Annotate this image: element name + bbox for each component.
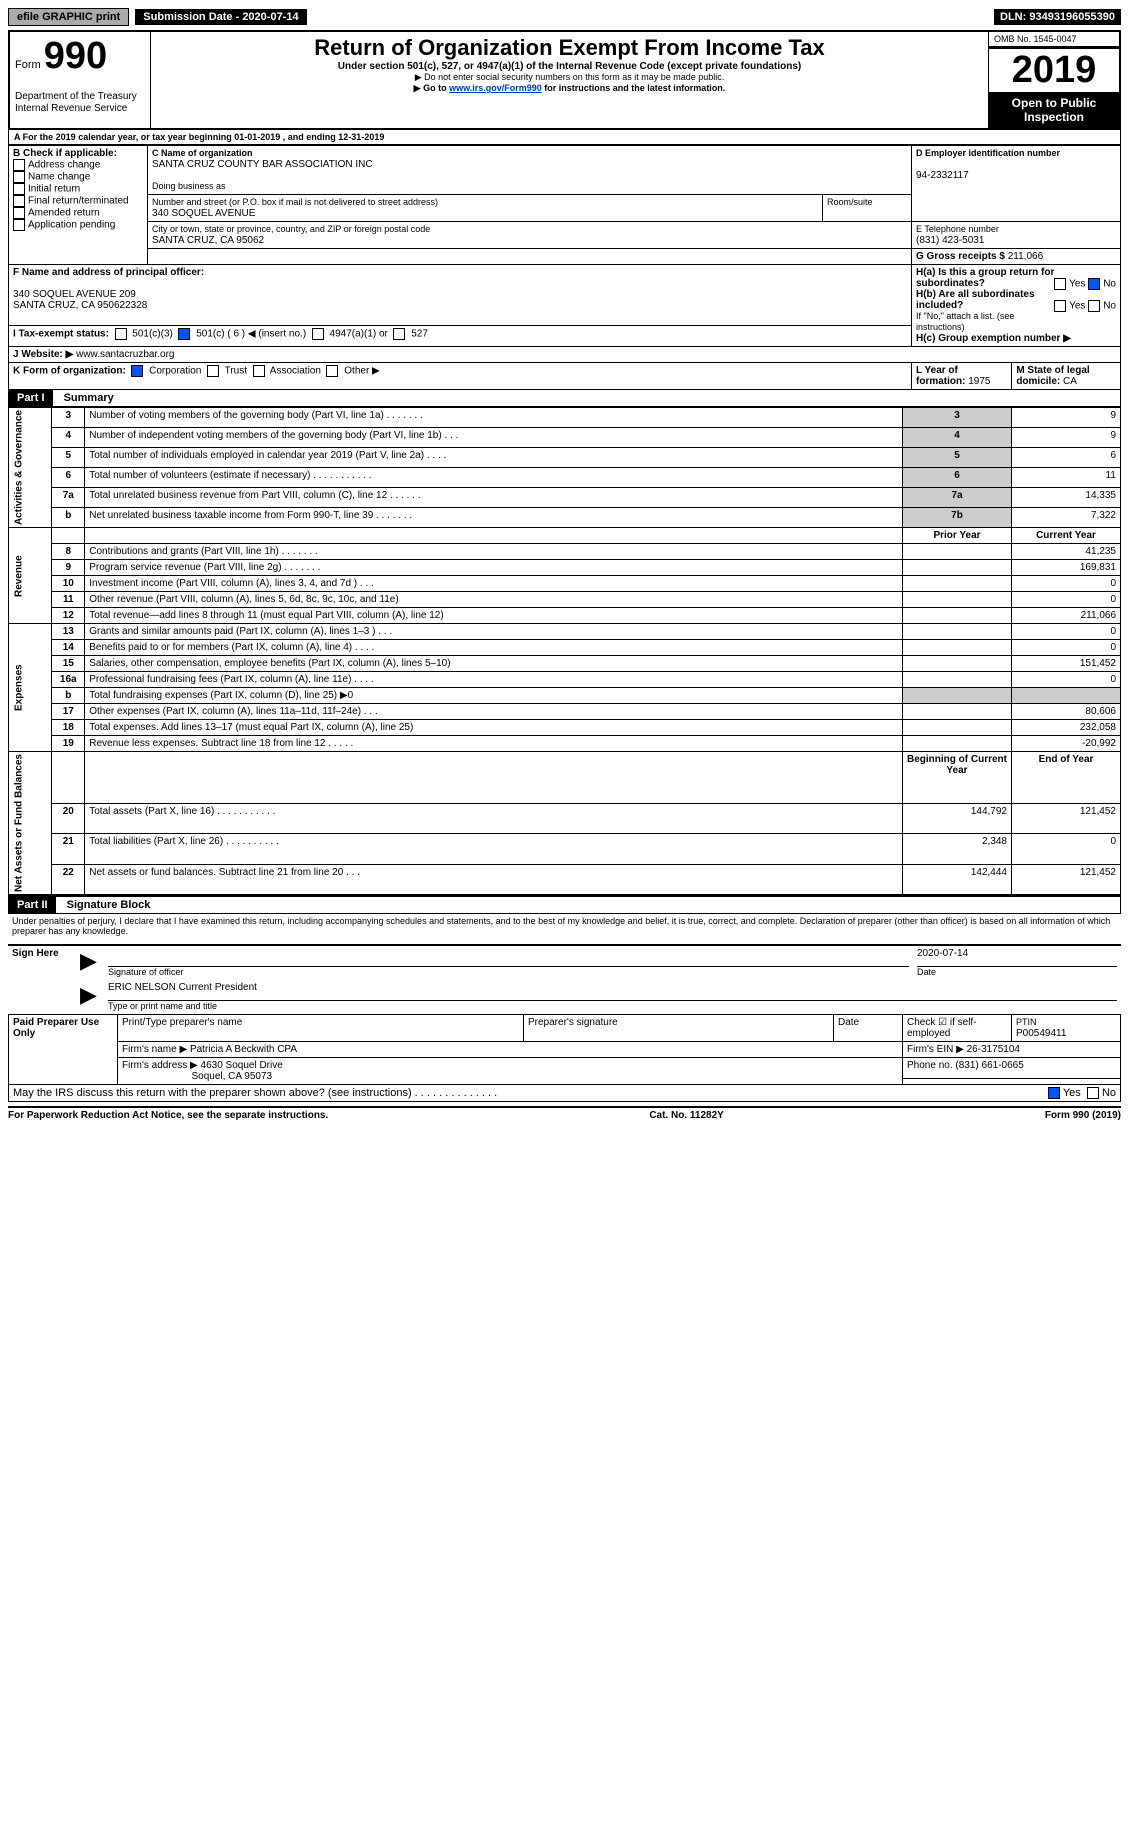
note1: ▶ Do not enter social security numbers o…: [156, 72, 983, 83]
footer-left: For Paperwork Reduction Act Notice, see …: [8, 1110, 328, 1121]
opt-address-change[interactable]: Address change: [28, 160, 100, 171]
part1-header: Part I: [9, 390, 53, 406]
dln-label: DLN: 93493196055390: [994, 9, 1121, 25]
boxh-note: If "No," attach a list. (see instruction…: [916, 311, 1014, 332]
firm-name: Patricia A Beckwith CPA: [190, 1044, 297, 1055]
form-subtitle: Under section 501(c), 527, or 4947(a)(1)…: [156, 61, 983, 72]
opt-final-return[interactable]: Final return/terminated: [28, 196, 129, 207]
boxh-a: H(a) Is this a group return for subordin…: [916, 267, 1054, 289]
street-address: 340 SOQUEL AVENUE: [152, 208, 255, 219]
ptin: P00549411: [1016, 1028, 1066, 1039]
opt-pending[interactable]: Application pending: [28, 220, 115, 231]
form-number: 990: [44, 35, 107, 77]
omb-label: OMB No. 1545-0047: [989, 32, 1119, 46]
officer-addr2: SANTA CRUZ, CA 950622328: [13, 300, 147, 311]
city-label: City or town, state or province, country…: [152, 224, 430, 234]
dept-label: Department of the Treasury Internal Reve…: [15, 91, 137, 114]
form-word: Form: [15, 59, 41, 71]
tax-year: 2019: [989, 46, 1119, 92]
footer-right: Form 990 (2019): [1045, 1110, 1121, 1121]
boxj-label: J Website: ▶: [13, 349, 73, 360]
numeric-table: Activities & Governance3Number of voting…: [8, 407, 1121, 895]
period-line: A For the 2019 calendar year, or tax yea…: [8, 130, 1121, 145]
phone-label: E Telephone number: [916, 224, 999, 234]
sign-here-table: Sign Here ▶ Signature of officer 2020-07…: [8, 944, 1121, 1014]
sig-date: 2020-07-14: [917, 948, 1117, 967]
boxd-label: D Employer identification number: [916, 148, 1060, 158]
boxb-label: B Check if applicable:: [13, 148, 117, 159]
opt-initial-return[interactable]: Initial return: [28, 184, 80, 195]
room-label: Room/suite: [827, 197, 873, 207]
addr-label: Number and street (or P.O. box if mail i…: [152, 197, 438, 207]
website-value: www.santacruzbar.org: [76, 349, 174, 360]
part2-header: Part II: [9, 897, 56, 913]
opt-amended[interactable]: Amended return: [28, 208, 100, 219]
may-irs-row: May the IRS discuss this return with the…: [8, 1085, 1121, 1102]
boxk-label: K Form of organization:: [13, 366, 126, 377]
part1-title: Summary: [56, 390, 122, 406]
boxi-label: I Tax-exempt status:: [13, 329, 109, 340]
paid-preparer-label: Paid Preparer Use Only: [9, 1015, 118, 1085]
boxc-label: C Name of organization: [152, 148, 253, 158]
city-value: SANTA CRUZ, CA 95062: [152, 235, 264, 246]
h-check: Check ☑ if self-employed: [903, 1015, 1012, 1042]
header-table: Form 990 Department of the Treasury Inte…: [8, 30, 1121, 130]
submission-date: Submission Date - 2020-07-14: [135, 9, 306, 25]
part2-title: Signature Block: [59, 897, 159, 913]
gross-label: G Gross receipts $: [916, 251, 1005, 262]
boxh-c: H(c) Group exemption number ▶: [916, 333, 1071, 344]
preparer-table: Paid Preparer Use Only Print/Type prepar…: [8, 1014, 1121, 1085]
boxh-b: H(b) Are all subordinates included?: [916, 289, 1035, 311]
firm-addr1: 4630 Soquel Drive: [201, 1060, 283, 1071]
sign-here-label: Sign Here: [8, 945, 76, 1014]
firm-ein: 26-3175104: [967, 1044, 1020, 1055]
phone-value: (831) 423-5031: [916, 235, 984, 246]
ein-value: 94-2332117: [916, 170, 969, 181]
instructions-link[interactable]: www.irs.gov/Form990: [449, 83, 542, 93]
note2: ▶ Go to www.irs.gov/Form990 for instruct…: [156, 83, 983, 94]
officer-name: ERIC NELSON Current President: [108, 982, 1117, 1001]
h-preparer: Print/Type preparer's name: [118, 1015, 524, 1042]
sig-officer-label: Signature of officer: [108, 967, 183, 977]
form-title: Return of Organization Exempt From Incom…: [156, 35, 983, 61]
identity-table: B Check if applicable: Address change Na…: [8, 145, 1121, 390]
efile-button[interactable]: efile GRAPHIC print: [8, 8, 129, 26]
footer-mid: Cat. No. 11282Y: [649, 1110, 723, 1121]
boxf-label: F Name and address of principal officer:: [13, 267, 204, 278]
year-formation: 1975: [968, 376, 990, 387]
officer-addr1: 340 SOQUEL AVENUE 209: [13, 289, 136, 300]
open-public: Open to Public Inspection: [989, 92, 1119, 128]
preparer-phone: (831) 661-0665: [955, 1060, 1023, 1071]
firm-addr2: Soquel, CA 95073: [191, 1071, 272, 1082]
opt-name-change[interactable]: Name change: [28, 172, 90, 183]
org-name: SANTA CRUZ COUNTY BAR ASSOCIATION INC: [152, 159, 373, 170]
footer: For Paperwork Reduction Act Notice, see …: [8, 1106, 1121, 1121]
top-bar: efile GRAPHIC print Submission Date - 20…: [8, 8, 1121, 26]
dba-label: Doing business as: [152, 181, 226, 191]
h-sig: Preparer's signature: [524, 1015, 834, 1042]
perjury-text: Under penalties of perjury, I declare th…: [8, 914, 1121, 938]
domicile: CA: [1063, 376, 1077, 387]
gross-value: 211,066: [1008, 251, 1043, 262]
